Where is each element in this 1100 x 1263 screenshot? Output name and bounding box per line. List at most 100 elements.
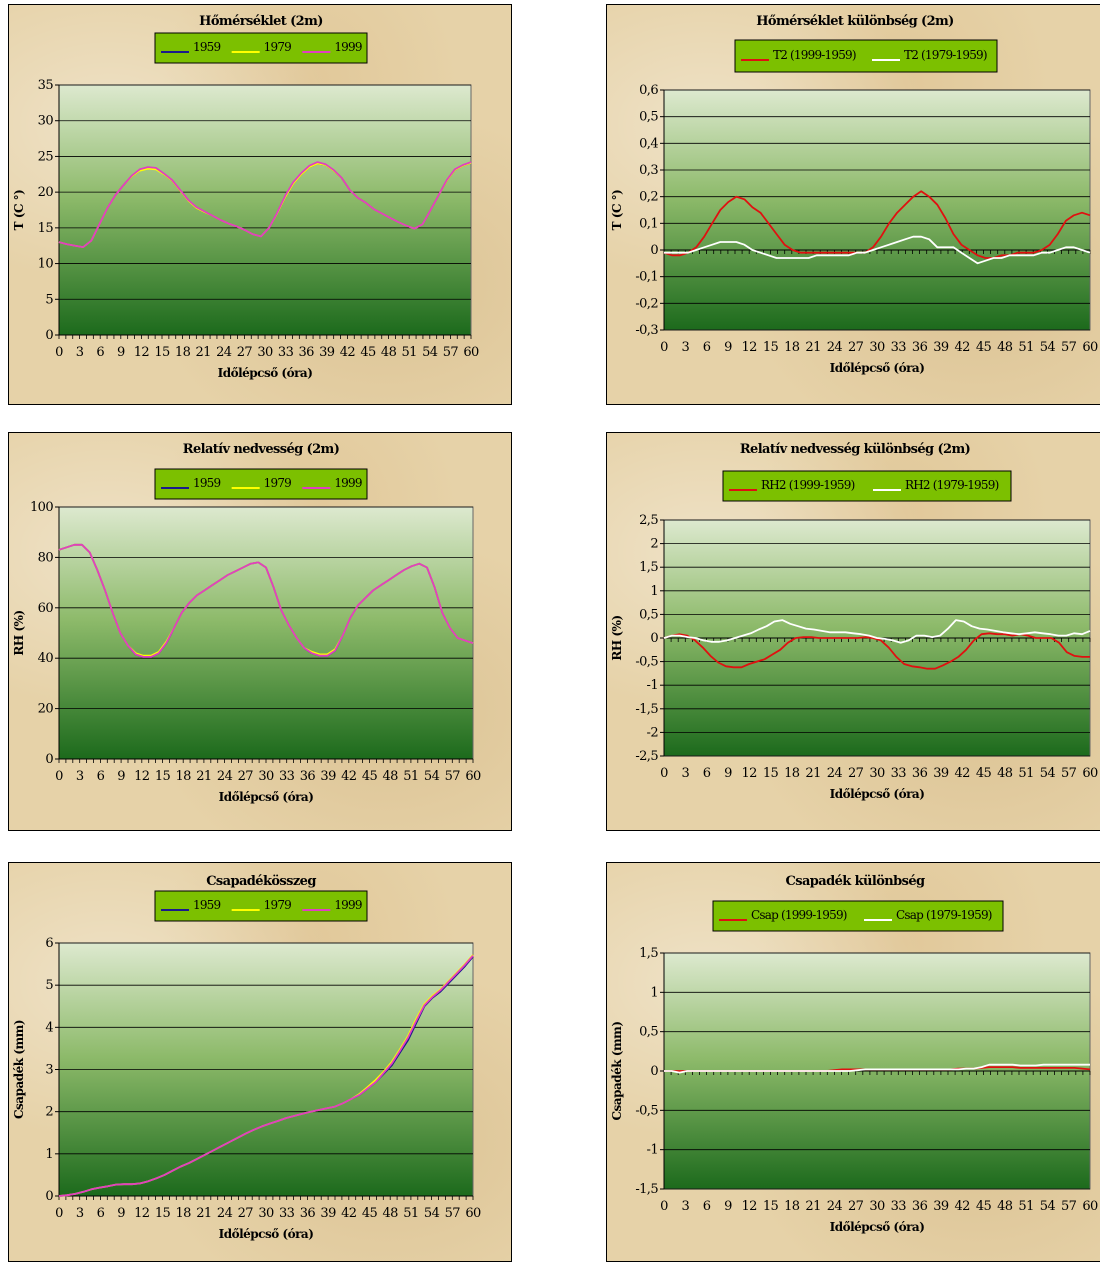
x-tick-label: 60 [465,1206,481,1221]
chart-precipitation-difference: -1,5 -1 -0,5 0 0,5 1 1,5 0 3 6 9 12 15 18 21 24 27 30 33 36… [606,862,1100,1262]
x-tick-label: 45 [976,1199,992,1214]
x-tick-label: 39 [320,1206,336,1221]
x-tick-label: 33 [891,1199,907,1214]
x-tick-label: 36 [912,340,928,355]
y-axis-label: T (C °) [12,190,26,231]
legend-label: RH2 (1999-1959) [761,478,855,492]
chart-title: Csapadék különbség [786,874,925,889]
x-tick-label: 24 [216,345,232,360]
x-tick-label: 39 [320,769,336,784]
x-tick-label: 48 [383,1206,399,1221]
x-tick-label: 3 [681,340,689,355]
x-tick-label: 60 [1082,340,1098,355]
x-tick-label: 3 [76,769,84,784]
y-tick-label: 0,5 [639,110,658,125]
y-tick-label: -0,3 [635,323,658,338]
x-tick-label: 57 [445,769,461,784]
chart-humidity: 0 20 40 60 80 100 0 3 6 9 12 15 18 21 24 27 30 33 36 39 42 45… [8,432,512,831]
legend: 1959 1979 1999 [154,890,368,922]
x-tick-label: 36 [912,766,928,781]
x-tick-label: 54 [1040,766,1056,781]
x-tick-label: 57 [1061,1199,1077,1214]
x-tick-label: 33 [279,1206,295,1221]
x-tick-label: 27 [848,1199,864,1214]
x-axis-label: Időlépcső (óra) [219,1227,314,1241]
x-tick-label: 3 [681,766,689,781]
y-axis-label: Csapadék (mm) [12,1020,26,1119]
x-tick-label: 0 [55,1206,63,1221]
x-tick-label: 12 [134,1206,149,1221]
x-tick-label: 51 [402,345,417,360]
x-tick-label: 6 [703,766,711,781]
y-tick-label: 2 [650,537,658,552]
x-tick-label: 42 [341,1206,356,1221]
legend-label: T2 (1979-1959) [904,48,987,62]
x-tick-label: 39 [933,1199,949,1214]
x-tick-label: 36 [300,769,316,784]
x-tick-label: 27 [238,769,254,784]
x-tick-label: 12 [134,345,149,360]
x-tick-label: 33 [278,345,294,360]
x-tick-label: 45 [362,1206,378,1221]
y-tick-label: 4 [45,1020,53,1035]
x-tick-label: 33 [891,340,907,355]
x-axis-label: Időlépcső (óra) [830,361,925,375]
x-tick-label: 30 [257,345,273,360]
x-tick-label: 15 [155,769,171,784]
legend-label: 1999 [334,898,362,912]
y-tick-label: 0,5 [639,607,658,622]
legend-label: 1959 [193,898,221,912]
x-tick-label: 27 [848,340,864,355]
y-tick-label: 20 [38,185,54,200]
x-axis-label: Időlépcső (óra) [219,790,314,804]
x-tick-label: 12 [742,1199,757,1214]
x-tick-label: 18 [176,769,192,784]
y-tick-label: 35 [38,78,54,93]
x-tick-label: 12 [742,340,757,355]
chart-precipitation: 0 1 2 3 4 5 6 0 3 6 9 12 15 18 21 24 27 30 33 36 39 42 45 48 51 5… [8,862,512,1262]
x-tick-label: 33 [891,766,907,781]
series-line-1999 [58,543,474,658]
x-tick-label: 60 [463,345,479,360]
x-tick-label: 0 [660,766,668,781]
chart-svg: -2,5-2-1,5-1-0,500,511,522,50 3 6 9 12 15 18 21… [610,442,1099,801]
y-tick-label: 1 [650,985,658,1000]
x-tick-label: 3 [76,1206,84,1221]
x-tick-label: 54 [424,769,440,784]
y-tick-label: 0 [45,752,53,767]
chart-humidity-difference: -2,5 -2 -1,5 -1 -0,5 0 0,5 1 1,5 2 2,5 0 3 6 9 12 15 18 21… [606,432,1100,831]
series-line-T2-1979-1959- [664,235,1091,265]
x-tick-label: 21 [196,1206,211,1221]
legend-label: 1979 [264,898,292,912]
series-line-RH2-1979-1959- [663,619,1091,644]
y-tick-label: 0,6 [639,83,658,98]
legend: Csap (1999-1959) Csap (1979-1959) [712,900,1004,932]
x-tick-label: 48 [997,340,1013,355]
x-tick-label: 3 [76,345,84,360]
x-axis-label: Időlépcső (óra) [830,787,925,801]
x-tick-label: 30 [869,1199,885,1214]
x-tick-label: 6 [703,1199,711,1214]
chart-title: Relatív nedvesség (2m) [183,442,340,457]
y-tick-label: 0 [650,631,658,646]
x-tick-label: 51 [1018,1199,1033,1214]
legend-label: 1959 [193,476,221,490]
y-tick-label: 60 [38,601,54,616]
x-tick-label: 36 [299,345,315,360]
y-tick-label: 1,5 [639,946,658,961]
y-tick-label: 0 [650,243,658,258]
x-tick-label: 45 [362,769,378,784]
x-tick-label: 9 [724,766,732,781]
y-tick-label: 30 [38,114,54,129]
x-tick-label: 36 [300,1206,316,1221]
x-tick-label: 42 [955,766,970,781]
x-tick-label: 3 [681,1199,689,1214]
x-tick-label: 57 [445,1206,461,1221]
y-tick-label: 15 [38,221,54,236]
x-tick-label: 0 [660,1199,668,1214]
x-tick-label: 33 [279,769,295,784]
x-tick-label: 24 [827,1199,843,1214]
x-tick-label: 39 [933,766,949,781]
y-tick-label: -1 [647,678,658,693]
